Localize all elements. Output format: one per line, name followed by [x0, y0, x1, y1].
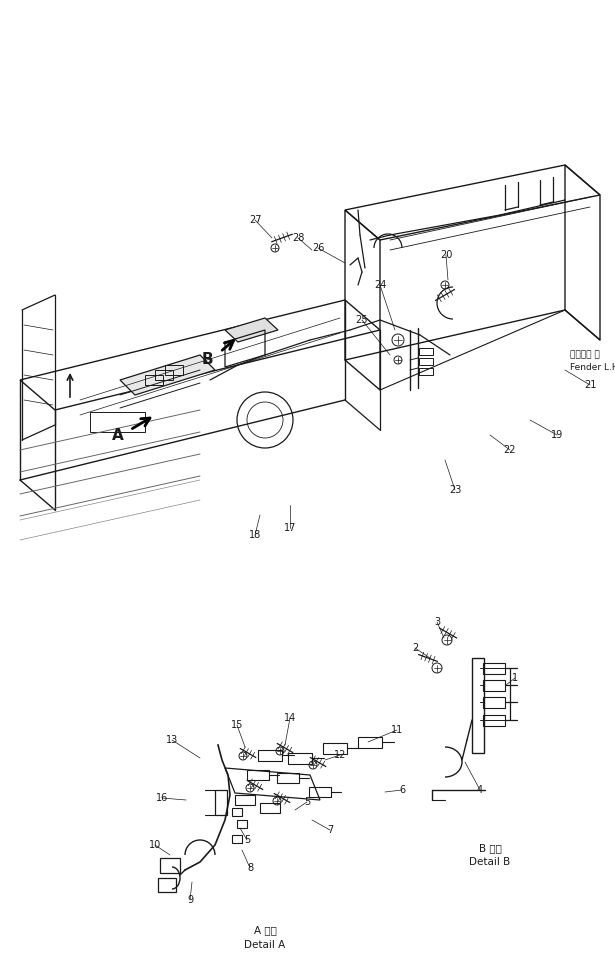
Text: 17: 17	[284, 523, 296, 533]
Bar	[483, 714, 505, 726]
Bar	[323, 743, 347, 753]
Bar	[483, 697, 505, 707]
Text: Detail A: Detail A	[244, 940, 285, 950]
Bar	[160, 858, 180, 873]
Text: 23: 23	[449, 485, 461, 495]
Bar	[358, 737, 382, 747]
Text: Fender L.H.: Fender L.H.	[570, 363, 615, 372]
Text: 14: 14	[284, 713, 296, 723]
Text: 1: 1	[512, 673, 518, 683]
Bar	[419, 348, 433, 355]
Text: 25: 25	[355, 315, 368, 325]
Bar	[232, 808, 242, 816]
Bar	[309, 787, 331, 797]
Text: 27: 27	[248, 215, 261, 225]
Bar	[419, 358, 433, 365]
Bar	[145, 375, 163, 385]
Text: 24: 24	[374, 280, 386, 290]
Text: フェンダ 左: フェンダ 左	[570, 351, 600, 360]
Bar	[237, 820, 247, 828]
Bar	[232, 835, 242, 843]
Bar	[419, 368, 433, 375]
Text: 15: 15	[231, 720, 243, 730]
Text: 10: 10	[149, 840, 161, 850]
Bar	[235, 795, 255, 805]
Bar	[158, 878, 176, 892]
Text: 21: 21	[584, 380, 596, 390]
Bar	[483, 662, 505, 673]
Text: Detail B: Detail B	[469, 857, 510, 867]
Bar	[472, 658, 484, 753]
Text: 8: 8	[247, 863, 253, 873]
Text: 4: 4	[477, 785, 483, 795]
Text: 12: 12	[334, 750, 346, 760]
Bar	[215, 790, 227, 815]
Text: 7: 7	[327, 825, 333, 835]
Text: A 詳細: A 詳細	[253, 925, 276, 935]
Bar	[247, 770, 269, 780]
Bar	[277, 773, 299, 783]
Bar	[288, 752, 312, 763]
Text: B 詳細: B 詳細	[478, 843, 501, 853]
Polygon shape	[225, 318, 278, 342]
Text: 28: 28	[292, 233, 304, 243]
Text: 13: 13	[166, 735, 178, 745]
Text: 2: 2	[412, 643, 418, 653]
Text: B: B	[201, 353, 213, 367]
Bar	[165, 365, 183, 375]
Text: 6: 6	[399, 785, 405, 795]
Text: 26: 26	[312, 243, 324, 253]
Text: 5: 5	[244, 835, 250, 845]
Bar	[90, 412, 145, 432]
Text: 16: 16	[156, 793, 168, 803]
Text: 3: 3	[434, 617, 440, 627]
Text: 11: 11	[391, 725, 403, 735]
Text: A: A	[112, 428, 124, 443]
Text: 19: 19	[551, 430, 563, 440]
Bar	[260, 803, 280, 813]
Bar	[258, 749, 282, 760]
Text: 18: 18	[249, 530, 261, 540]
Polygon shape	[120, 355, 215, 395]
Bar	[483, 679, 505, 691]
Text: 5: 5	[304, 797, 310, 807]
Bar	[155, 370, 173, 380]
Text: 20: 20	[440, 250, 452, 260]
Text: 22: 22	[504, 445, 516, 455]
Text: 9: 9	[187, 895, 193, 905]
